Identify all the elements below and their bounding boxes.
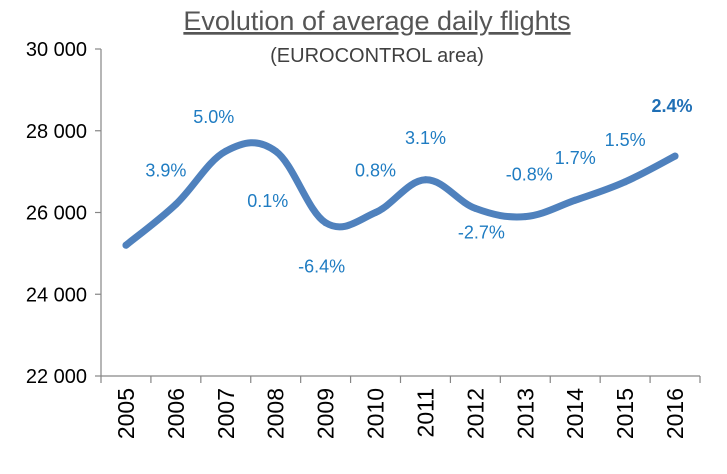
data-label: 2.4%	[652, 96, 693, 116]
data-label: -6.4%	[298, 257, 345, 277]
data-point	[322, 219, 330, 227]
data-point	[122, 241, 130, 249]
x-tick-label: 2010	[363, 388, 389, 439]
x-tick-label: 2011	[412, 388, 438, 437]
data-point	[521, 213, 529, 221]
data-point	[571, 196, 579, 204]
chart-subtitle: (EUROCONTROL area)	[270, 45, 484, 67]
data-point	[222, 147, 230, 155]
x-tick-label: 2015	[612, 388, 638, 439]
data-label: 0.1%	[247, 191, 288, 211]
data-label: 1.7%	[555, 148, 596, 168]
data-point	[172, 200, 180, 208]
data-label: 5.0%	[193, 107, 234, 127]
data-label: 3.1%	[405, 128, 446, 148]
data-label: 0.8%	[355, 161, 396, 181]
data-point	[621, 178, 629, 186]
x-tick-label: 2009	[313, 388, 339, 439]
data-label: -0.8%	[506, 165, 553, 185]
y-tick-label: 28 000	[26, 121, 87, 143]
data-point	[671, 152, 679, 160]
y-tick-label: 24 000	[26, 284, 87, 306]
y-tick-label: 26 000	[26, 203, 87, 225]
data-point	[421, 176, 429, 184]
x-tick-label: 2016	[662, 388, 688, 439]
data-labels: 3.9% 5.0% 0.1% -6.4% 0.8% 3.1% -2.7% -0.8%1.7% 1…	[145, 96, 692, 277]
chart-title: Evolution of average daily flights	[183, 6, 570, 36]
x-tick-label: 2007	[213, 388, 239, 439]
data-point	[372, 209, 380, 216]
data-label: 3.9%	[145, 160, 186, 180]
series-group	[122, 139, 679, 249]
data-point	[471, 204, 479, 212]
x-tick-label: 2014	[562, 388, 588, 439]
data-label: -2.7%	[458, 222, 505, 242]
axes: 22 000 24 000 26 000 28 000 30 000 2005 2006 20…	[26, 39, 701, 439]
x-tick-label: 2008	[263, 388, 289, 439]
data-point	[272, 147, 280, 155]
data-label: 1.5%	[605, 130, 646, 150]
y-tick-label: 22 000	[26, 366, 87, 388]
x-tick-label: 2013	[512, 388, 538, 439]
x-tick-label: 2006	[163, 388, 189, 439]
y-tick-label: 30 000	[26, 39, 87, 61]
x-tick-label: 2005	[113, 388, 139, 439]
x-tick-label: 2012	[462, 388, 488, 439]
